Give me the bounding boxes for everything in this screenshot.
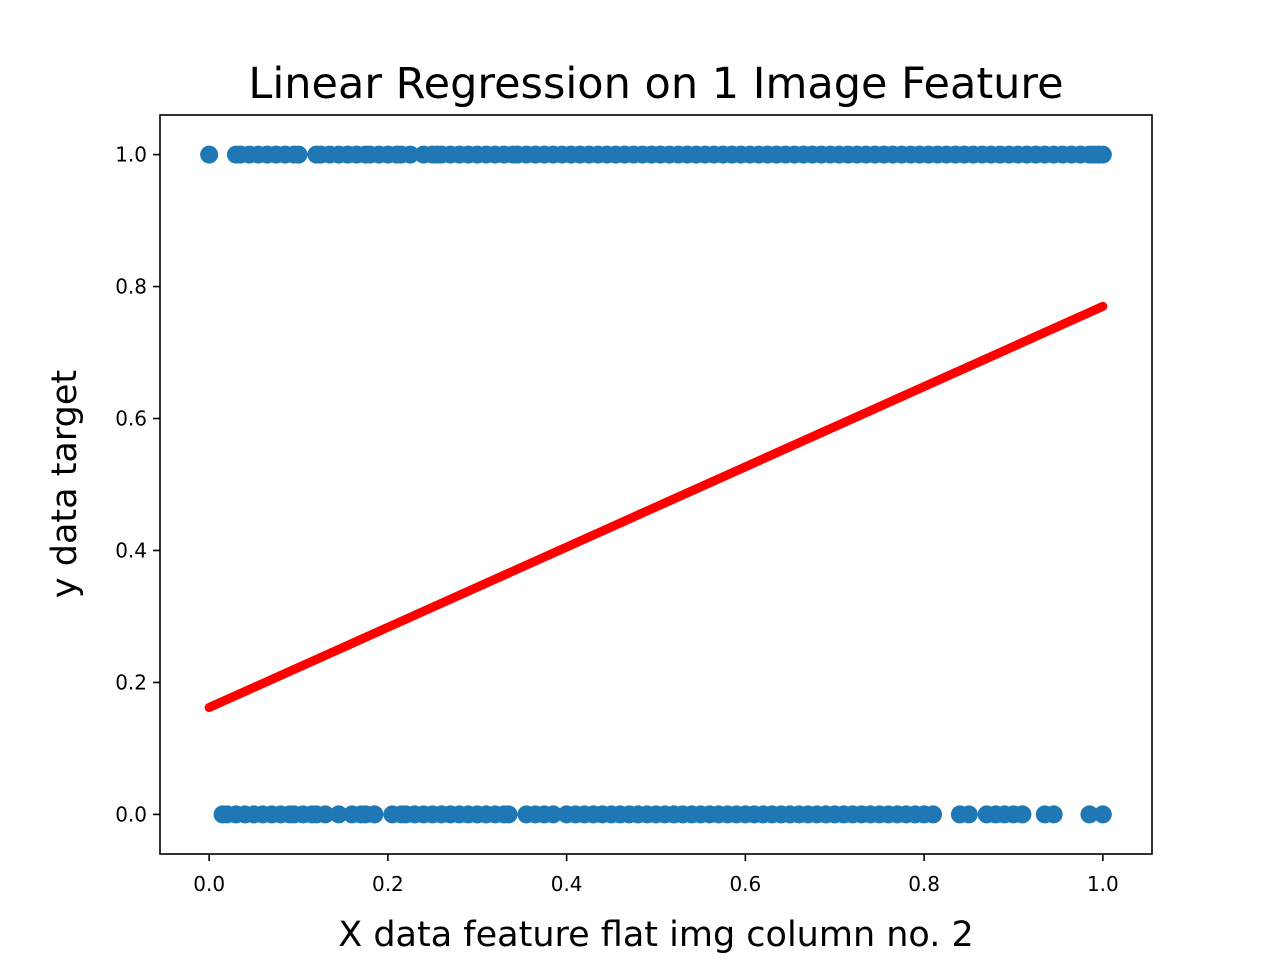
scatter-point — [544, 805, 563, 824]
scatter-point — [200, 145, 219, 164]
y-tick-label: 0.8 — [115, 275, 147, 299]
y-tick-label: 0.6 — [115, 407, 147, 431]
axis-ticks: 0.0 0.2 0.4 0.6 0.8 1.0 0.0 0.2 0.4 0.6 0.8 1.0 — [115, 143, 1119, 896]
scatter-point — [1080, 805, 1099, 824]
scatter-point — [401, 145, 420, 164]
scatter-point — [365, 805, 384, 824]
chart-title: Linear Regression on 1 Image Feature — [248, 59, 1063, 109]
scatter-point — [959, 805, 978, 824]
scatter-point — [499, 805, 518, 824]
scatter-point — [329, 805, 348, 824]
regression-fit-line — [204, 301, 1108, 713]
scatter-point — [1093, 805, 1112, 824]
scatter-point — [316, 805, 335, 824]
x-tick-label: 0.0 — [193, 872, 225, 896]
plot-frame — [159, 114, 1153, 855]
y-axis-label: y data target — [45, 370, 85, 598]
x-tick-label: 0.6 — [729, 872, 761, 896]
scatter-point — [289, 145, 308, 164]
scatter-point — [1013, 805, 1032, 824]
x-tick-label: 1.0 — [1087, 872, 1119, 896]
y-tick-label: 0.2 — [115, 670, 147, 694]
scatter-point — [1093, 145, 1112, 164]
y-tick-label: 1.0 — [115, 143, 147, 167]
x-tick-label: 0.2 — [372, 872, 404, 896]
scatter-point — [1044, 805, 1063, 824]
y-tick-label: 0.4 — [115, 538, 147, 562]
x-tick-label: 0.8 — [908, 872, 940, 896]
x-axis-label: X data feature flat img column no. 2 — [338, 915, 974, 955]
plot-data-layer — [200, 145, 1112, 824]
x-tick-label: 0.4 — [551, 872, 583, 896]
y-tick-label: 0.0 — [115, 802, 147, 826]
scatter-point — [924, 805, 943, 824]
